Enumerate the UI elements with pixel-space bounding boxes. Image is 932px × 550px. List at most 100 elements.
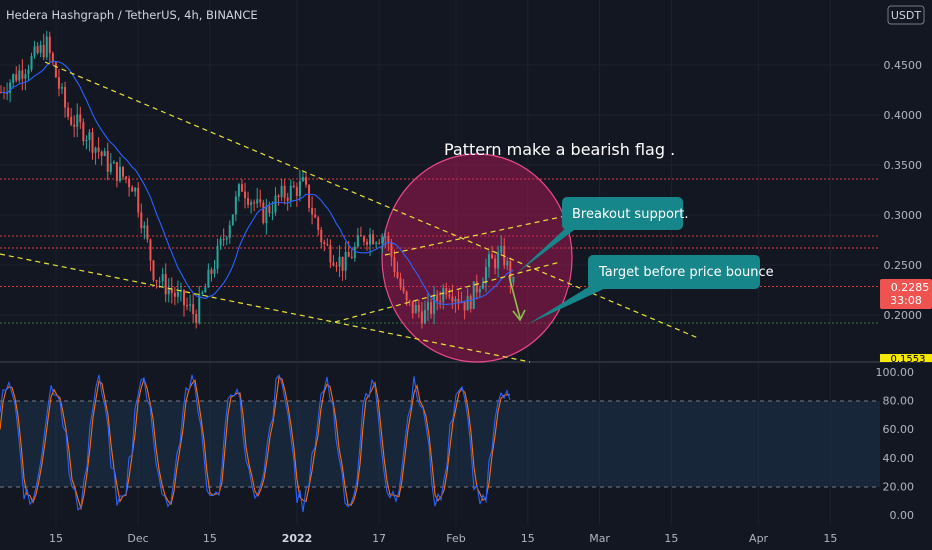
candle-body: [76, 114, 79, 127]
stochastic-k-line: [0, 374, 511, 513]
stochastic-tick-label: 20.00: [883, 480, 915, 493]
candle-body: [387, 236, 390, 242]
candle-body: [396, 271, 399, 278]
candle-body: [390, 241, 393, 257]
candle-body: [155, 280, 158, 282]
candle-body: [222, 239, 225, 241]
support-price-value: 0.1553: [891, 354, 926, 365]
candle-body: [128, 179, 131, 188]
candle-body: [417, 304, 420, 312]
candle-body: [430, 302, 433, 314]
candle-body: [420, 311, 423, 324]
target-callout-text: Target before price bounce: [598, 265, 774, 280]
candle-body: [259, 199, 262, 203]
stochastic-axis[interactable]: 100.00 80.00 60.00 40.00 20.00 0.00: [876, 366, 915, 522]
candle-body: [195, 313, 198, 323]
candle-body: [103, 151, 106, 156]
candle-body: [100, 151, 103, 156]
support-price-tag: [880, 354, 932, 362]
stochastic-band: [0, 401, 880, 487]
candle-body: [134, 187, 137, 192]
candle-body: [372, 234, 375, 245]
candle-body: [122, 166, 124, 177]
candle-body: [21, 70, 24, 79]
candle-body: [51, 53, 54, 63]
trend-lines: [0, 61, 699, 363]
candle-body: [329, 245, 332, 263]
candle-body: [481, 283, 484, 289]
upper-trend-line[interactable]: [44, 61, 699, 339]
currency-badge-text: USDT: [891, 9, 922, 22]
candle-body: [469, 296, 472, 309]
time-tick-label: 2022: [282, 532, 313, 545]
candle-body: [271, 212, 274, 214]
candle-body: [112, 162, 115, 164]
candle-body: [173, 292, 176, 297]
candle-body: [442, 288, 445, 302]
candle-body: [45, 36, 48, 58]
candle-body: [478, 288, 481, 293]
candle-body: [347, 251, 350, 257]
moving-average-line: [0, 60, 514, 305]
candle-body: [88, 132, 91, 140]
price-axis[interactable]: 0.4500 0.4000 0.3500 0.3000 0.2500 0.2000: [884, 59, 923, 322]
currency-badge[interactable]: [887, 5, 925, 25]
candle-body: [106, 151, 109, 172]
candle-body: [94, 147, 97, 153]
candle-body: [314, 214, 317, 218]
candle-body: [57, 77, 60, 89]
candle-body: [189, 304, 192, 306]
candle-body: [192, 304, 195, 314]
lower-trend-line[interactable]: [0, 253, 531, 363]
candle-body: [301, 177, 304, 182]
candle-body: [338, 256, 341, 267]
candle-body: [61, 87, 63, 89]
candle-body: [484, 267, 487, 284]
time-tick-label: 15: [203, 532, 217, 545]
candle-body: [500, 245, 503, 253]
candle-body: [176, 291, 179, 297]
flag-upper-line[interactable]: [384, 214, 571, 256]
candle-body: [497, 252, 500, 269]
candle-body: [164, 274, 167, 295]
target-callout-pointer: [528, 283, 608, 324]
candle-body: [274, 195, 277, 213]
candle-body: [265, 205, 268, 223]
candle-body: [280, 185, 283, 198]
candle-body: [375, 242, 378, 245]
time-tick-label: 15: [664, 532, 678, 545]
stochastic-tick-label: 60.00: [883, 423, 915, 436]
candle-body: [207, 269, 210, 288]
candle-body: [320, 229, 323, 243]
candle-body: [109, 163, 112, 172]
candle-body: [64, 87, 67, 108]
candle-body: [158, 281, 161, 283]
stochastic-tick-label: 100.00: [876, 366, 915, 379]
breakout-callout[interactable]: Breakout support.: [517, 197, 688, 273]
candle-body: [268, 205, 271, 213]
candle-body: [308, 184, 311, 208]
candle-body: [305, 177, 307, 185]
candle-body: [427, 302, 429, 310]
flag-lower-line[interactable]: [334, 261, 561, 323]
candle-body: [298, 181, 301, 196]
candle-body: [137, 187, 140, 213]
candle-body: [167, 288, 170, 295]
candle-body: [247, 198, 250, 205]
candle-body: [149, 239, 152, 261]
candle-body: [24, 74, 27, 79]
candle-body: [423, 309, 426, 324]
stochastic-tick-label: 80.00: [883, 395, 915, 408]
candle-body: [411, 301, 414, 314]
candle-body: [366, 241, 368, 245]
time-tick-label: 17: [372, 532, 386, 545]
stochastic-d-line: [0, 376, 511, 511]
target-callout-box: [588, 255, 760, 289]
target-callout[interactable]: Target before price bounce: [528, 255, 774, 324]
candle-body: [323, 242, 326, 245]
candle-body: [262, 202, 265, 223]
time-axis[interactable]: 15 Dec 15 2022 17 Feb 15 Mar 15 Apr 15: [49, 532, 837, 545]
headline-annotation[interactable]: Pattern make a bearish flag .: [444, 140, 675, 159]
candle-body: [225, 237, 228, 240]
